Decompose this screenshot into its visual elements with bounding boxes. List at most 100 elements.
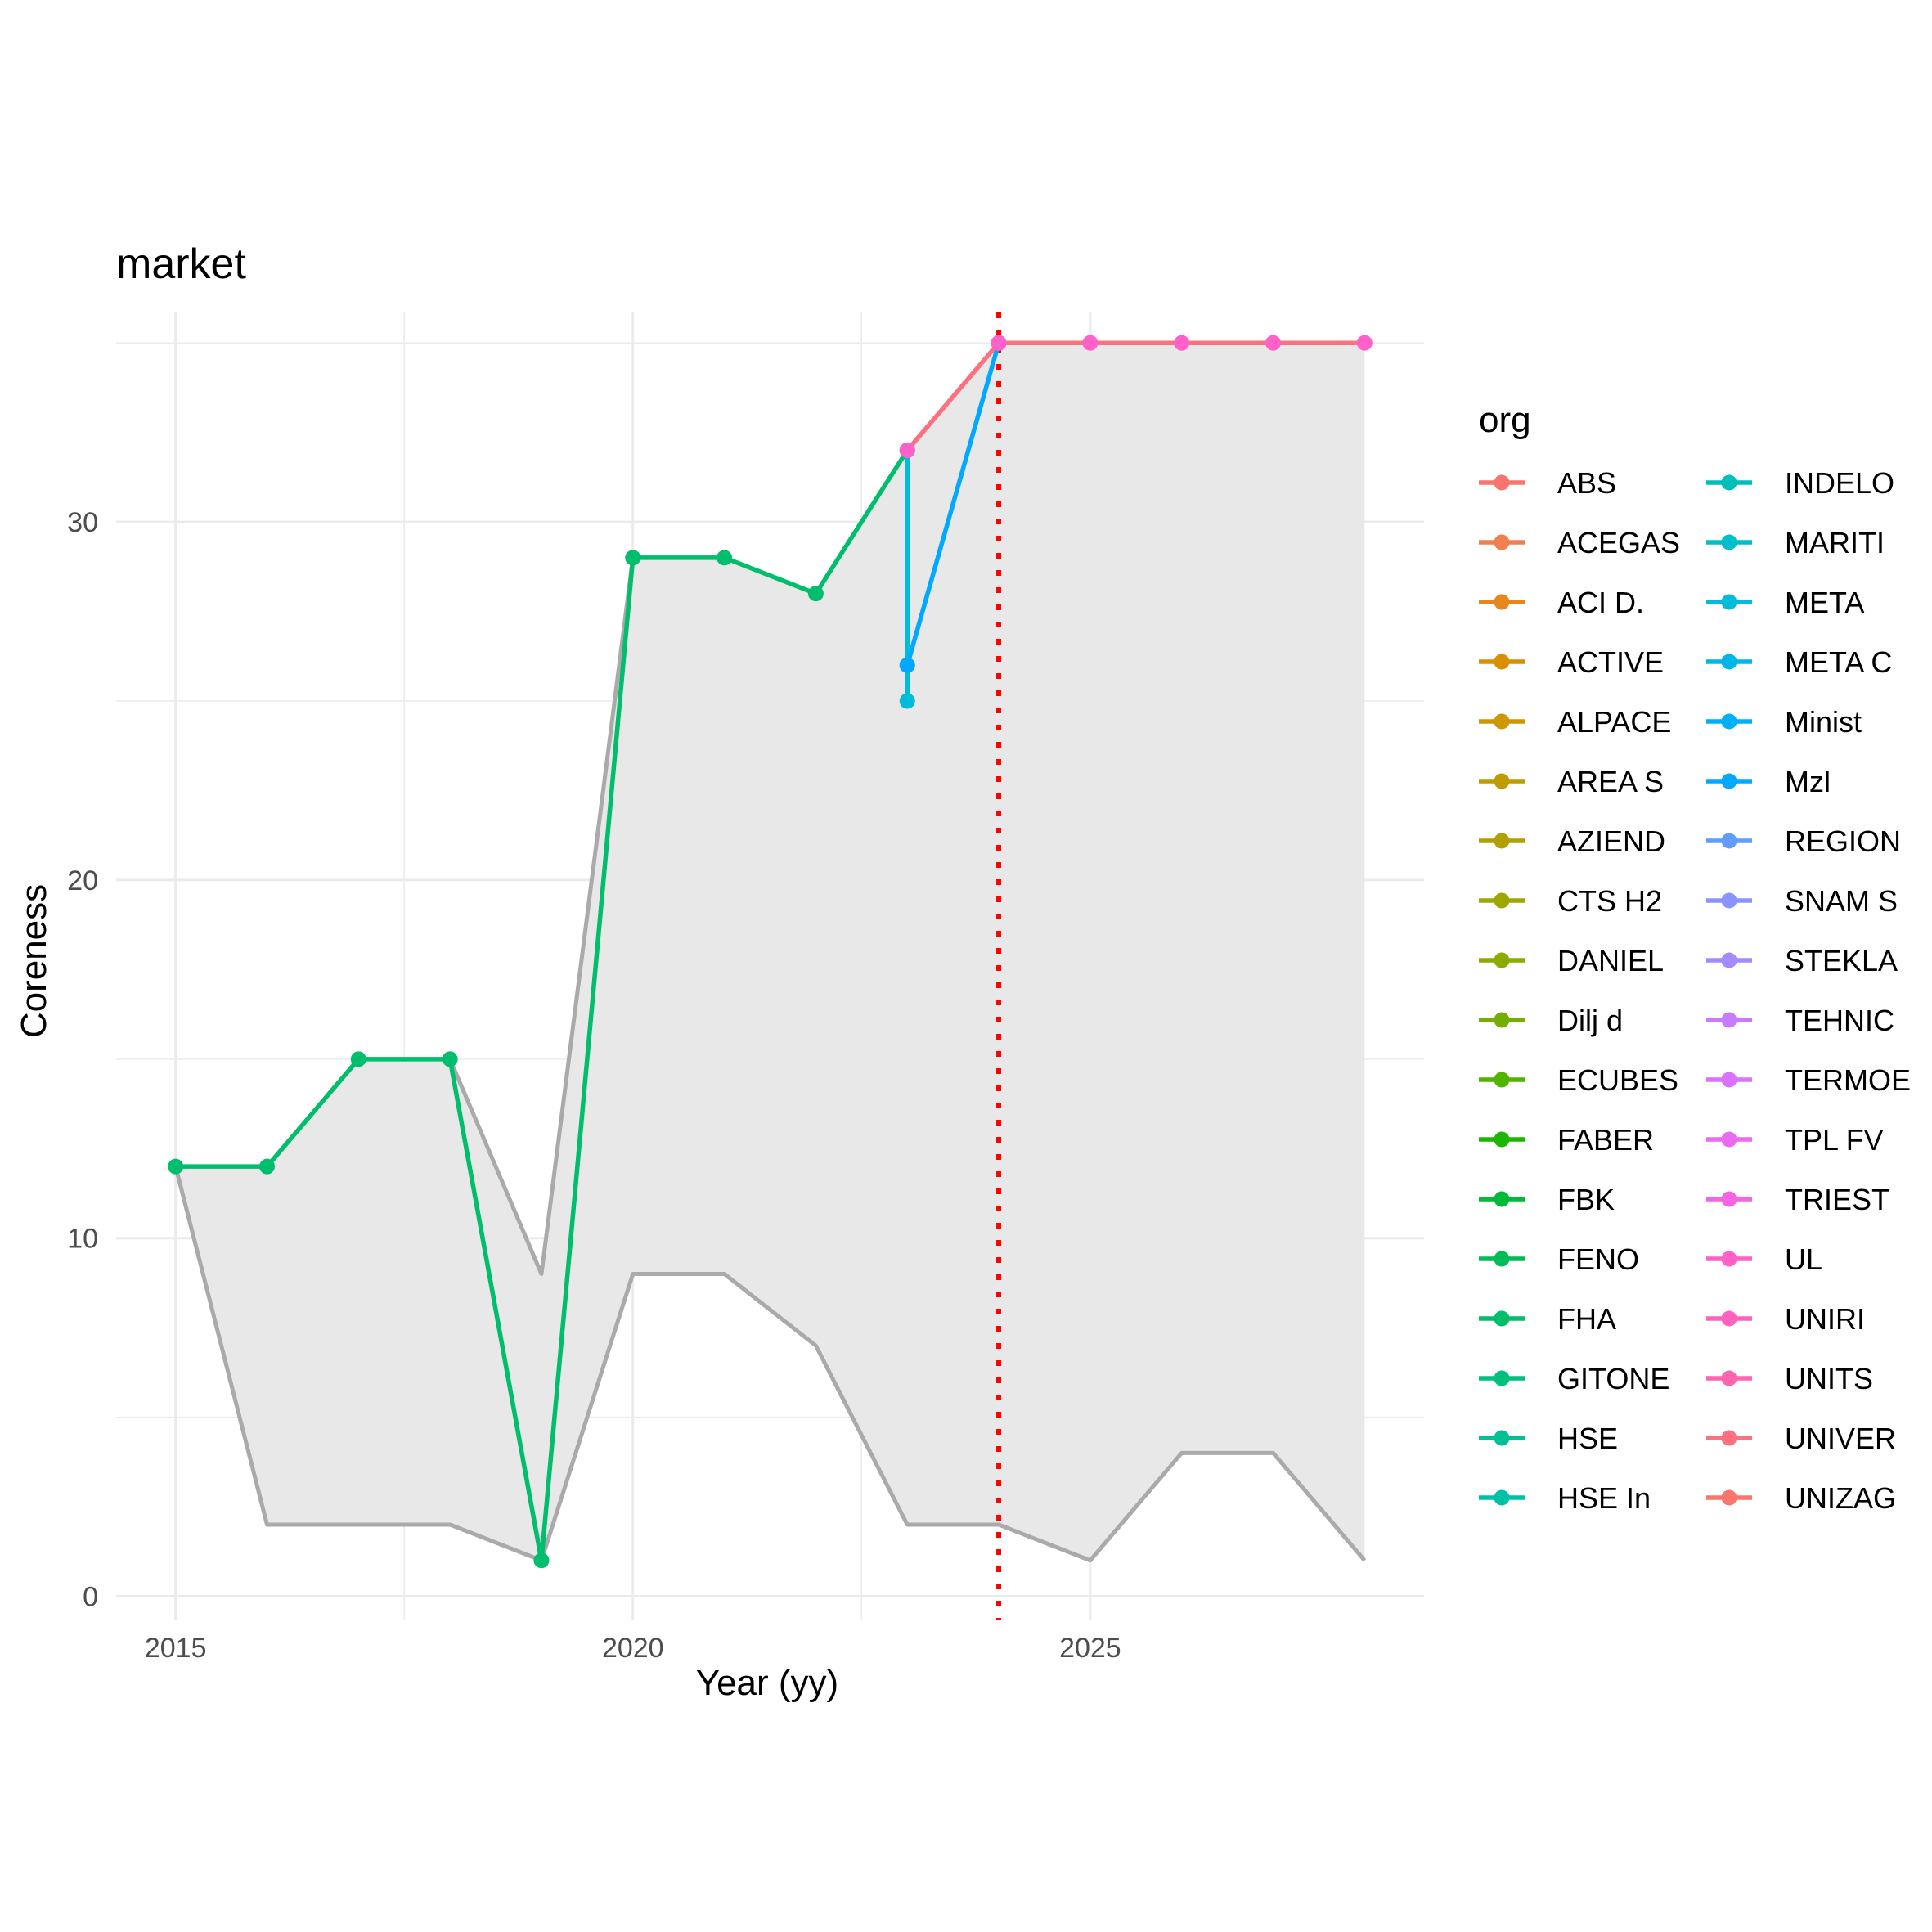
- legend-key-point: [1494, 1251, 1510, 1267]
- legend-key-point: [1721, 1430, 1737, 1446]
- legend-label: DANIEL: [1557, 944, 1664, 977]
- x-tick-label: 2015: [145, 1633, 207, 1664]
- legend-key-point: [1494, 833, 1510, 849]
- legend-label: AZIEND: [1557, 824, 1665, 858]
- legend-label: SNAM S: [1785, 884, 1898, 918]
- legend-label: TRIEST: [1785, 1183, 1889, 1216]
- y-axis-ticks: 0 10 20 30: [67, 507, 98, 1612]
- legend-label: META C: [1785, 645, 1892, 679]
- legend-key-point: [1494, 1131, 1510, 1148]
- y-axis-title: Coreness: [14, 884, 54, 1038]
- legend-items: ABS ACEGAS ACI D. ACTIVE ALPACE AREA S AZIEND C…: [1479, 466, 1911, 1515]
- legend-label: MARITI: [1785, 526, 1885, 559]
- legend-label: GITONE: [1557, 1362, 1669, 1395]
- legend-label: HSE: [1557, 1422, 1618, 1455]
- series-line: [905, 342, 1001, 666]
- legend-key-point: [1721, 1489, 1737, 1506]
- legend-key-point: [1721, 1251, 1737, 1267]
- legend-label: UL: [1785, 1242, 1822, 1276]
- legend-key-point: [1494, 474, 1510, 491]
- legend-label: FHA: [1557, 1302, 1616, 1336]
- x-axis-ticks: 2015 2020 2025: [145, 1633, 1121, 1664]
- legend-label: HSE In: [1557, 1481, 1651, 1515]
- legend-label: UNIRI: [1785, 1302, 1865, 1336]
- legend-title: org: [1479, 400, 1531, 440]
- y-tick-label: 30: [67, 507, 98, 538]
- series-point: [1082, 335, 1099, 351]
- legend-key-point: [1494, 1012, 1510, 1028]
- legend-label: UNITS: [1785, 1362, 1873, 1395]
- series-point: [899, 443, 915, 459]
- legend-label: ECUBES: [1557, 1063, 1678, 1097]
- legend-label: UNIZAG: [1785, 1481, 1896, 1515]
- legend-label: FENO: [1557, 1242, 1639, 1276]
- series-point: [168, 1158, 184, 1175]
- legend-key-point: [1721, 654, 1737, 670]
- legend-key-point: [1494, 1370, 1510, 1386]
- x-axis-title: Year (yy): [696, 1663, 838, 1703]
- legend-key-point: [1721, 773, 1737, 789]
- legend-key-point: [1494, 1310, 1510, 1327]
- legend-key-point: [1721, 713, 1737, 730]
- legend-label: Dilj d: [1557, 1004, 1623, 1037]
- legend-key-point: [1721, 1310, 1737, 1327]
- legend-label: AREA S: [1557, 765, 1664, 798]
- series-point: [533, 1552, 550, 1569]
- series-point: [899, 657, 915, 673]
- legend-label: UNIVER: [1785, 1422, 1896, 1455]
- legend-label: TERMOE: [1785, 1063, 1911, 1097]
- legend-key-point: [1494, 594, 1510, 610]
- series-point: [442, 1051, 458, 1067]
- legend-label: ACEGAS: [1557, 526, 1680, 559]
- legend-label: TEHNIC: [1785, 1004, 1894, 1037]
- legend-label: REGION: [1785, 824, 1901, 858]
- legend-key-point: [1494, 1489, 1510, 1506]
- series-point: [1174, 335, 1190, 351]
- series-point: [807, 586, 824, 602]
- legend-label: META: [1785, 586, 1864, 619]
- y-tick-label: 10: [67, 1224, 98, 1255]
- legend-label: ACTIVE: [1557, 645, 1664, 679]
- legend-label: TPL FV: [1785, 1123, 1884, 1157]
- legend-key-point: [1494, 1430, 1510, 1446]
- legend-key-point: [1494, 773, 1510, 789]
- legend-key-point: [1494, 534, 1510, 550]
- series-line: [905, 340, 1365, 452]
- legend-label: FABER: [1557, 1123, 1654, 1157]
- legend-key-point: [1494, 1072, 1510, 1088]
- legend-label: CTS H2: [1557, 884, 1662, 918]
- legend: org ABS ACEGAS ACI D. ACTIVE ALPACE AREA S AZI…: [1479, 400, 1911, 1515]
- legend-label: Mzl: [1785, 765, 1831, 798]
- range-min-line: [173, 1166, 1367, 1563]
- legend-key-point: [1721, 1072, 1737, 1088]
- series-point: [991, 335, 1007, 351]
- legend-label: STEKLA: [1785, 944, 1898, 977]
- chart-title: market: [116, 240, 246, 288]
- legend-key-point: [1721, 892, 1737, 909]
- legend-label: Minist: [1785, 705, 1862, 739]
- series-layer: [168, 335, 1373, 1569]
- legend-key-point: [1494, 892, 1510, 909]
- legend-key-point: [1721, 1131, 1737, 1148]
- series-point: [350, 1051, 366, 1067]
- legend-key-point: [1721, 952, 1737, 968]
- legend-key-point: [1494, 713, 1510, 730]
- series-point: [625, 550, 641, 566]
- y-tick-label: 0: [83, 1582, 98, 1613]
- legend-key-point: [1721, 474, 1737, 491]
- series-point: [259, 1158, 275, 1175]
- legend-label: ABS: [1557, 466, 1616, 500]
- legend-label: ALPACE: [1557, 705, 1671, 739]
- legend-key-point: [1721, 1370, 1737, 1386]
- series-point: [1265, 335, 1281, 351]
- legend-key-point: [1721, 1191, 1737, 1207]
- legend-key-point: [1494, 952, 1510, 968]
- legend-key-point: [1721, 1012, 1737, 1028]
- legend-key-point: [1721, 594, 1737, 610]
- legend-label: INDELO: [1785, 466, 1894, 500]
- legend-key-point: [1494, 1191, 1510, 1207]
- range-band-area: [175, 343, 1365, 1561]
- legend-key-point: [1721, 833, 1737, 849]
- legend-key-point: [1721, 534, 1737, 550]
